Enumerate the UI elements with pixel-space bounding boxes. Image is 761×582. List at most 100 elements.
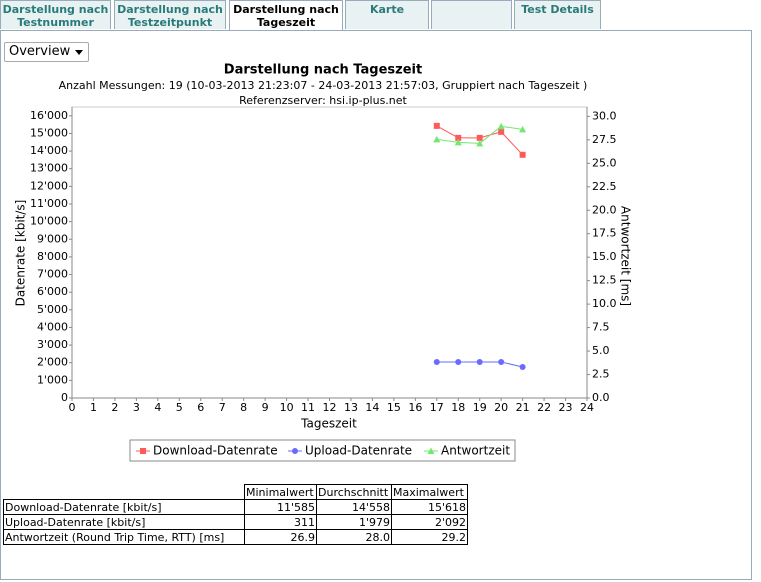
y-tick-label: 15'000 — [30, 126, 68, 139]
y2-tick-label: 5.0 — [592, 344, 610, 357]
marker — [519, 125, 527, 133]
y-tick-label: 12'000 — [30, 179, 68, 192]
dropdown[interactable]: Overview — [4, 42, 89, 62]
x-tick-label: 6 — [197, 401, 204, 414]
table-cell: 311 — [244, 514, 317, 530]
y-tick-label: 1'000 — [37, 373, 68, 386]
legend-label: Upload-Datenrate — [305, 444, 412, 458]
x-tick-label: 23 — [559, 401, 573, 414]
y-tick-label: 5'000 — [37, 303, 68, 316]
x-axis-label: Tageszeit — [300, 417, 357, 431]
table-header: Maximalwert — [391, 484, 468, 500]
tab-empty — [431, 0, 512, 29]
y2-tick-label: 22.5 — [592, 180, 617, 193]
x-tick-label: 7 — [219, 401, 226, 414]
chart-subtitle: Anzahl Messungen: 19 (10-03-2013 21:23:0… — [59, 79, 588, 92]
y2-tick-label: 25.0 — [592, 156, 617, 169]
marker — [476, 134, 483, 141]
y-tick-label: 9'000 — [37, 232, 68, 245]
legend — [129, 439, 516, 462]
table-header: Durchschnitt — [316, 484, 392, 500]
marker — [519, 363, 526, 370]
x-tick-label: 9 — [262, 401, 269, 414]
y2-tick-label: 17.5 — [592, 227, 617, 240]
x-tick-label: 0 — [69, 401, 76, 414]
marker — [476, 139, 484, 147]
tab[interactable]: Test Details — [514, 0, 601, 29]
marker — [498, 358, 505, 365]
x-tick-label: 24 — [580, 401, 594, 414]
x-tick-label: 12 — [323, 401, 337, 414]
tab-line: Karte — [369, 3, 405, 16]
y2-tick-label: 0.0 — [592, 391, 610, 404]
dropdown-value: Overview — [9, 44, 71, 59]
chart-subtitle: Referenzserver: hsi.ip-plus.net — [239, 94, 407, 107]
y2-tick-label: 7.5 — [592, 321, 610, 334]
y2-tick-label: 2.5 — [592, 368, 610, 381]
tab-line: Tageszeit — [256, 16, 316, 29]
table-cell — [3, 484, 245, 500]
x-tick-label: 15 — [387, 401, 401, 414]
tab[interactable]: Darstellung nach Tageszeit — [229, 0, 343, 31]
y-tick-label: 13'000 — [30, 162, 68, 175]
y2-tick-label: 15.0 — [592, 250, 617, 263]
tab[interactable]: Darstellung nach Testzeitpunkt — [114, 0, 226, 29]
y-tick-label: 11'000 — [30, 197, 68, 210]
y-tick-label: 16'000 — [30, 109, 68, 122]
y-tick-label: 10'000 — [30, 215, 68, 228]
marker — [498, 128, 505, 135]
marker — [433, 135, 441, 143]
y2-tick-label: 10.0 — [592, 297, 617, 310]
tab-line: Testzeitpunkt — [127, 16, 213, 29]
tab[interactable]: Darstellung nach Testnummer — [0, 0, 111, 29]
y-tick-label: 8'000 — [37, 250, 68, 263]
legend-label: Download-Datenrate — [153, 444, 278, 458]
x-tick-label: 10 — [280, 401, 294, 414]
table-cell: 26.9 — [244, 529, 317, 545]
marker — [454, 138, 462, 146]
tab-line: Darstellung nach — [233, 3, 339, 16]
x-tick-label: 1 — [90, 401, 97, 414]
x-tick-label: 4 — [154, 401, 161, 414]
y2-tick-label: 27.5 — [592, 133, 617, 146]
tab-line: Darstellung nach — [2, 3, 109, 16]
x-tick-label: 22 — [537, 401, 551, 414]
tab-line: Test Details — [521, 3, 594, 16]
table-cell: 28.0 — [316, 529, 392, 545]
marker — [497, 122, 505, 130]
table-row: Download-Datenrate [kbit/s] 11'585 14'558 1… — [3, 499, 468, 515]
x-tick-label: 17 — [430, 401, 444, 414]
table-cell: 11'585 — [244, 499, 317, 515]
y-tick-label: 7'000 — [37, 268, 68, 281]
y-tick-label: 14'000 — [30, 144, 68, 157]
x-tick-label: 13 — [344, 401, 358, 414]
chart-title: Darstellung nach Tageszeit — [224, 63, 422, 78]
table-row: Upload-Datenrate [kbit/s] 311 1'979 2'092 — [3, 514, 468, 530]
x-tick-label: 21 — [516, 401, 530, 414]
marker — [433, 122, 440, 129]
marker — [455, 358, 462, 365]
marker — [292, 448, 298, 454]
tab-line: Testnummer — [17, 16, 94, 29]
y-tick-label: 3'000 — [37, 338, 68, 351]
table-cell: 29.2 — [391, 529, 468, 545]
marker — [519, 151, 526, 158]
table-cell: 2'092 — [391, 514, 468, 530]
marker — [427, 447, 435, 454]
table-header: Minimalwert — [244, 484, 317, 500]
x-tick-label: 19 — [473, 401, 487, 414]
marker — [140, 448, 146, 454]
x-tick-label: 5 — [176, 401, 183, 414]
x-tick-label: 8 — [240, 401, 247, 414]
x-tick-label: 14 — [365, 401, 379, 414]
y-axis-label: Datenrate [kbit/s] — [14, 200, 28, 307]
y-tick-label: 6'000 — [37, 285, 68, 298]
marker — [433, 358, 440, 365]
x-tick-label: 18 — [451, 401, 465, 414]
table-row: Antwortzeit (Round Trip Time, RTT) [ms] 2… — [3, 529, 468, 545]
tab[interactable]: Karte — [345, 0, 429, 29]
table-cell: Antwortzeit (Round Trip Time, RTT) [ms] — [3, 529, 245, 545]
table-cell: 1'979 — [316, 514, 392, 530]
